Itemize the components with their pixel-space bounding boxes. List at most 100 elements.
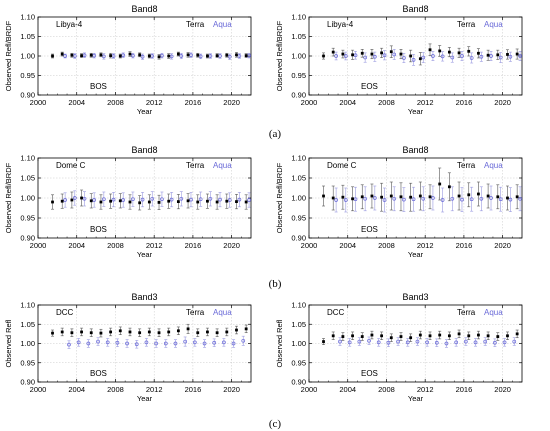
data-point-terra	[186, 199, 190, 203]
data-point-terra	[399, 52, 403, 56]
data-point-terra	[380, 51, 384, 55]
chart-panel: 0.90 0.95 1.00 1.05 1.10 2000 2004 2008 2012 2016…	[4, 292, 252, 403]
data-point-terra	[157, 55, 161, 59]
data-point-aqua	[357, 339, 362, 344]
site-label: Dome C	[56, 161, 86, 170]
xtick-label: 2020	[494, 385, 511, 394]
xtick-label: 2016	[456, 385, 473, 394]
data-point-terra	[215, 54, 219, 58]
site-label: Dome C	[327, 161, 357, 170]
data-point-aqua	[231, 341, 236, 346]
chart-title: Band8	[402, 145, 428, 155]
data-point-terra	[128, 330, 132, 334]
xtick-label: 2000	[30, 385, 47, 394]
data-point-terra	[89, 199, 93, 203]
series-aqua	[334, 49, 522, 66]
data-point-terra	[128, 52, 132, 56]
data-point-aqua	[227, 198, 232, 202]
xtick-label: 2020	[223, 385, 240, 394]
data-point-aqua	[402, 56, 406, 60]
data-point-terra	[51, 331, 54, 335]
data-point-aqua	[63, 198, 67, 202]
data-point-aqua	[392, 196, 397, 201]
data-point-terra	[176, 329, 180, 333]
data-point-terra	[389, 50, 393, 54]
data-point-aqua	[72, 196, 77, 200]
data-point-aqua	[493, 340, 497, 345]
data-point-aqua	[96, 339, 100, 344]
data-point-terra	[477, 192, 480, 196]
xtick-label: 2008	[378, 241, 395, 250]
data-point-terra	[206, 54, 209, 58]
data-point-terra	[370, 194, 374, 198]
xtick-label: 2012	[417, 385, 434, 394]
data-point-aqua	[150, 196, 155, 201]
ytick-label: 1.05	[291, 174, 306, 183]
data-point-terra	[225, 330, 229, 334]
data-point-aqua	[183, 339, 188, 344]
data-point-aqua	[218, 54, 222, 58]
data-point-terra	[167, 199, 171, 203]
data-point-aqua	[479, 196, 484, 201]
data-point-aqua	[460, 197, 464, 202]
ytick-label: 1.05	[20, 32, 35, 41]
y-axis-label: Observed Refl	[275, 319, 284, 367]
data-point-terra	[70, 198, 74, 202]
data-point-aqua	[498, 55, 503, 60]
legend-aqua: Aqua	[213, 20, 232, 29]
data-point-terra	[477, 51, 480, 55]
data-point-terra	[167, 54, 171, 58]
ytick-label: 1.10	[291, 154, 306, 163]
data-point-aqua	[518, 54, 522, 58]
ytick-label: 1.05	[20, 320, 35, 329]
site-label: DCC	[56, 308, 74, 317]
site-label: Libya-4	[56, 20, 83, 29]
ytick-label: 0.90	[20, 378, 35, 387]
caption-a: (a)	[269, 128, 282, 140]
data-point-terra	[167, 330, 171, 334]
data-point-aqua	[212, 340, 217, 345]
data-point-aqua	[125, 341, 129, 346]
data-point-aqua	[450, 55, 455, 60]
data-point-terra	[360, 335, 364, 338]
ytick-label: 1.10	[20, 154, 35, 163]
data-point-terra	[70, 331, 74, 335]
data-point-terra	[418, 333, 422, 337]
data-point-aqua	[144, 340, 149, 345]
legend-terra: Terra	[186, 161, 205, 170]
data-point-aqua	[498, 197, 503, 202]
data-point-terra	[147, 200, 151, 204]
data-point-terra	[467, 49, 471, 53]
series-terra	[51, 189, 248, 211]
data-point-terra	[138, 53, 142, 57]
site-label: DCC	[327, 308, 345, 317]
xtick-label: 2000	[30, 241, 47, 250]
data-point-terra	[80, 330, 83, 334]
data-point-aqua	[396, 339, 400, 344]
data-point-aqua	[382, 198, 387, 202]
data-point-terra	[206, 199, 209, 203]
method-label: EOS	[361, 225, 378, 234]
data-point-aqua	[160, 197, 164, 202]
data-point-aqua	[218, 197, 222, 202]
series-aqua	[338, 336, 517, 348]
data-point-terra	[99, 200, 103, 204]
data-point-terra	[176, 52, 180, 56]
data-point-terra	[138, 201, 142, 205]
xtick-label: 2004	[339, 385, 356, 394]
data-point-terra	[109, 199, 113, 203]
chart-title: Band8	[131, 145, 157, 155]
xtick-label: 2016	[185, 385, 202, 394]
ytick-label: 1.10	[20, 301, 35, 310]
data-point-aqua	[189, 53, 193, 58]
data-point-terra	[428, 334, 432, 338]
data-point-terra	[118, 329, 122, 333]
ytick-label: 0.90	[291, 91, 306, 100]
legend-terra: Terra	[457, 20, 476, 29]
data-point-aqua	[431, 54, 435, 58]
data-point-terra	[331, 50, 335, 54]
data-point-terra	[496, 195, 500, 199]
data-point-aqua	[483, 339, 488, 344]
series-terra	[322, 43, 519, 66]
